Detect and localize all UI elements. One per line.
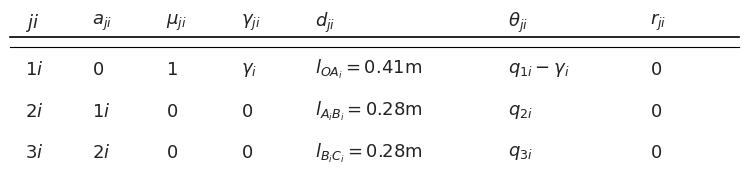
- Text: $\gamma_i$: $\gamma_i$: [240, 61, 257, 79]
- Text: $a_{ji}$: $a_{ji}$: [92, 13, 112, 33]
- Text: $l_{OA_i} = 0.41\mathrm{m}$: $l_{OA_i} = 0.41\mathrm{m}$: [315, 58, 422, 81]
- Text: $0$: $0$: [166, 103, 178, 121]
- Text: $q_{1i} - \gamma_i$: $q_{1i} - \gamma_i$: [509, 61, 570, 79]
- Text: $0$: $0$: [649, 144, 661, 162]
- Text: $0$: $0$: [240, 103, 252, 121]
- Text: $d_{ji}$: $d_{ji}$: [315, 11, 336, 35]
- Text: $0$: $0$: [92, 61, 104, 79]
- Text: $2i$: $2i$: [25, 103, 43, 121]
- Text: $0$: $0$: [166, 144, 178, 162]
- Text: $0$: $0$: [649, 61, 661, 79]
- Text: $\gamma_{ji}$: $\gamma_{ji}$: [240, 13, 261, 33]
- Text: $2i$: $2i$: [92, 144, 110, 162]
- Text: $l_{B_iC_i} = 0.28\mathrm{m}$: $l_{B_iC_i} = 0.28\mathrm{m}$: [315, 142, 422, 165]
- Text: $\theta_{ji}$: $\theta_{ji}$: [509, 11, 528, 35]
- Text: $l_{A_iB_i} = 0.28\mathrm{m}$: $l_{A_iB_i} = 0.28\mathrm{m}$: [315, 100, 422, 123]
- Text: $ji$: $ji$: [25, 12, 39, 34]
- Text: $q_{2i}$: $q_{2i}$: [509, 103, 533, 121]
- Text: $0$: $0$: [649, 103, 661, 121]
- Text: $1$: $1$: [166, 61, 178, 79]
- Text: $3i$: $3i$: [25, 144, 43, 162]
- Text: $0$: $0$: [240, 144, 252, 162]
- Text: $\mu_{ji}$: $\mu_{ji}$: [166, 13, 187, 33]
- Text: $1i$: $1i$: [25, 61, 43, 79]
- Text: $r_{ji}$: $r_{ji}$: [649, 12, 666, 33]
- Text: $q_{3i}$: $q_{3i}$: [509, 144, 533, 162]
- Text: $1i$: $1i$: [92, 103, 110, 121]
